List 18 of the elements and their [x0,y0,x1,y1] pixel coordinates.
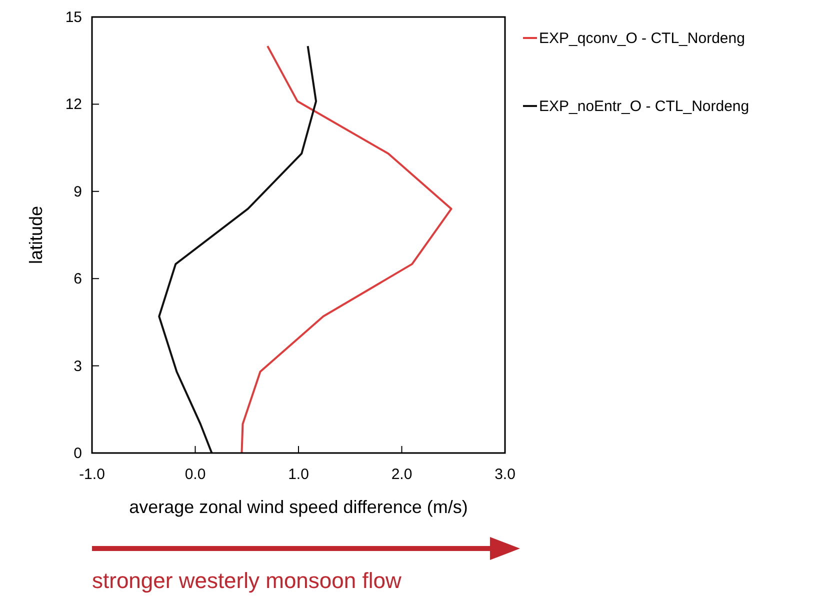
y-tick-label: 0 [74,445,82,462]
x-tick-label: -1.0 [79,466,105,483]
y-tick-label: 9 [74,183,82,200]
legend-label: EXP_qconv_O - CTL_Nordeng [539,30,745,47]
y-tick-label: 12 [65,96,82,114]
y-tick-label: 15 [65,9,82,26]
y-tick-label: 3 [74,358,82,375]
x-tick-label: 1.0 [288,466,309,483]
y-axis-title: latitude [26,206,46,264]
x-tick-label: 3.0 [494,466,516,483]
x-tick-label: 2.0 [391,466,412,483]
line-series [158,45,318,454]
legend-label: EXP_noEntr_O - CTL_Nordeng [539,98,750,115]
x-tick-label: 0.0 [184,466,206,483]
text: stronger westerly monsoon flow [92,568,402,593]
x-axis-title: average zonal wind speed difference (m/s) [129,497,468,517]
line-series [240,45,452,454]
y-tick-label: 6 [74,270,82,288]
